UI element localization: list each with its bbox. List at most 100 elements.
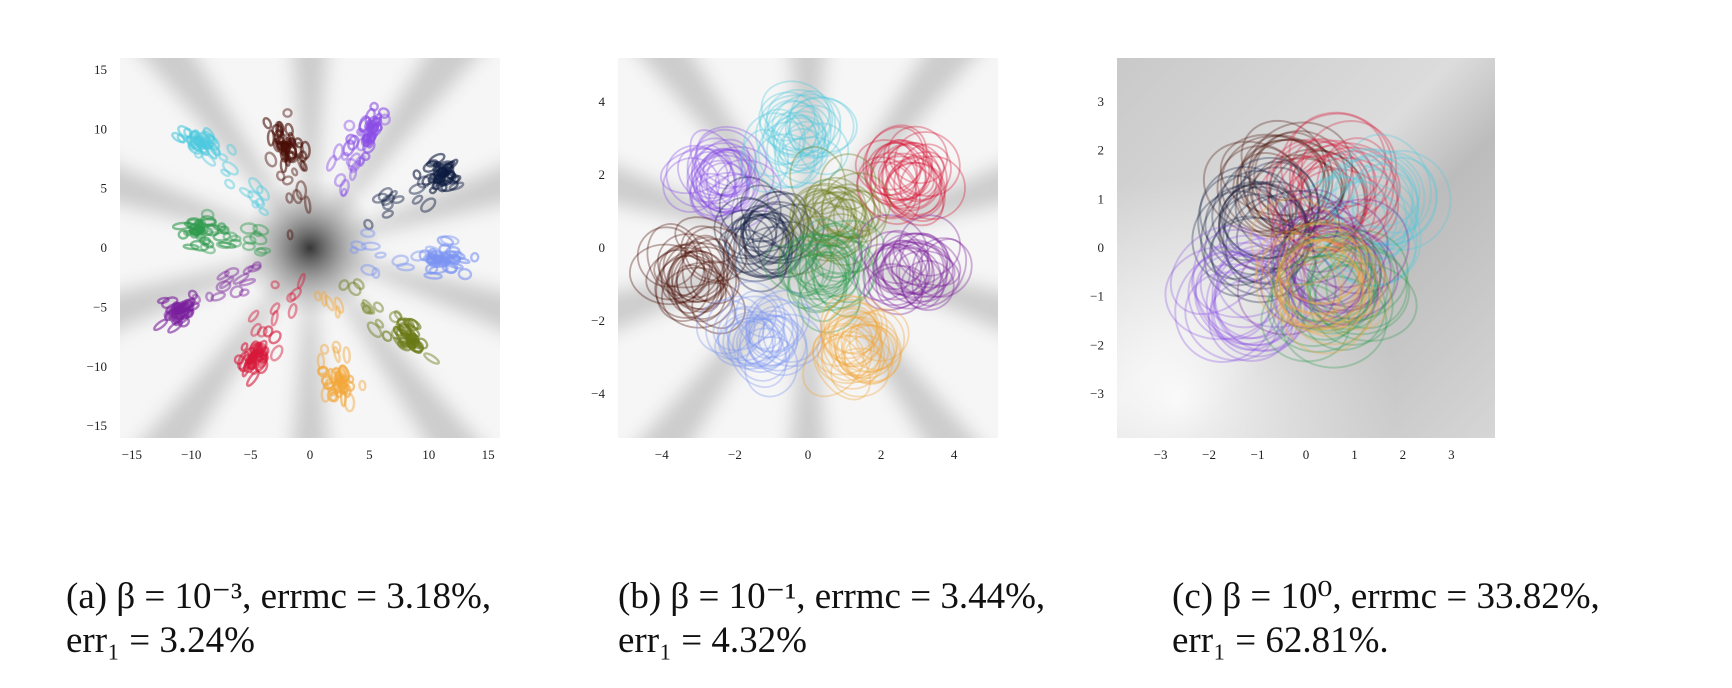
cluster-series — [349, 228, 480, 281]
y-tick-label: 0 — [101, 240, 108, 255]
cluster-ellipse — [766, 100, 824, 159]
cluster-ellipse — [349, 160, 362, 174]
cluster-ellipse — [1277, 238, 1377, 326]
cluster-core — [193, 135, 205, 146]
cluster-series — [233, 272, 306, 387]
cluster-ellipse — [374, 318, 385, 329]
cluster-ellipse — [645, 246, 711, 301]
y-tick-label: 10 — [94, 121, 107, 136]
cluster-ellipse — [629, 243, 706, 306]
cluster-ellipse — [804, 186, 864, 237]
cluster-ellipse — [423, 271, 443, 280]
cluster-ellipse — [420, 197, 437, 213]
cluster-ellipse — [885, 143, 942, 203]
cluster-ellipse — [279, 157, 288, 174]
cluster-ellipse — [700, 146, 775, 213]
cluster-ellipse — [1211, 237, 1306, 340]
cluster-ellipse — [695, 298, 756, 355]
cluster-ellipse — [1276, 239, 1370, 331]
cluster-ellipse — [248, 176, 264, 195]
cluster-ellipse — [1266, 149, 1366, 259]
cluster-ellipse — [1289, 234, 1382, 328]
cluster-ellipse — [1277, 210, 1357, 303]
cluster-ellipse — [1278, 188, 1356, 274]
cluster-ellipse — [242, 241, 256, 252]
cluster-ellipse — [396, 262, 416, 272]
cluster-ellipse — [1274, 154, 1368, 253]
cluster-ellipse — [1223, 166, 1314, 261]
cluster-ellipse — [730, 280, 786, 339]
cluster-ellipse — [319, 343, 330, 355]
cluster-ellipse — [658, 249, 723, 313]
cluster-ellipse — [374, 251, 387, 259]
cluster-ellipse — [880, 241, 954, 299]
cluster-ellipse — [262, 325, 274, 338]
cluster-ellipse — [1194, 263, 1299, 352]
cluster-ellipse — [1207, 278, 1294, 362]
cluster-series — [1202, 119, 1368, 272]
background-ray — [310, 248, 500, 330]
cluster-ellipse — [1192, 228, 1291, 340]
cluster-ellipse — [238, 187, 254, 199]
cluster-core — [175, 301, 189, 313]
x-tick-label: −4 — [655, 447, 669, 462]
cluster-ellipse — [1235, 138, 1330, 234]
cluster-ellipse — [199, 243, 216, 255]
cluster-ellipse — [1194, 253, 1294, 347]
cluster-ellipse — [274, 121, 285, 137]
cluster-ellipse — [852, 243, 911, 302]
cluster-ellipse — [1200, 180, 1291, 280]
x-tick-label: 10 — [422, 447, 435, 462]
cluster-ellipse — [1308, 247, 1411, 336]
cluster-series — [778, 146, 892, 275]
cluster-ellipse — [1219, 133, 1331, 217]
cluster-ellipse — [865, 124, 928, 191]
cluster-ellipse — [282, 108, 293, 118]
cluster-ellipse — [819, 294, 882, 368]
cluster-ellipse — [381, 199, 394, 211]
cluster-ellipse — [820, 330, 881, 390]
cluster-ellipse — [1316, 164, 1408, 272]
cluster-ellipse — [777, 243, 852, 301]
cluster-ellipse — [216, 222, 227, 232]
cluster-ellipse — [802, 205, 871, 260]
panel-a: −15 −10 −5 0 5 10 15 −15 −10 −5 0 5 10 15 — [70, 0, 630, 500]
cluster-ellipse — [816, 310, 878, 367]
cluster-ellipse — [1218, 182, 1307, 272]
cluster-ellipse — [1290, 232, 1380, 326]
cluster-ellipse — [224, 178, 236, 190]
y-axis: −15 −10 −5 0 5 10 15 — [87, 62, 107, 433]
cluster-ellipse — [895, 250, 961, 298]
chart-c: −3 −2 −1 0 1 2 3 3 2 1 0 −1 −2 −3 — [1090, 58, 1495, 462]
cluster-ellipse — [1216, 249, 1318, 328]
cluster-ellipse — [695, 126, 768, 188]
cluster-ellipse — [777, 235, 835, 297]
cluster-ellipse — [866, 151, 918, 203]
cluster-ellipse — [742, 206, 788, 266]
cluster-ellipse — [813, 213, 873, 266]
y-tick-label: 2 — [1098, 143, 1105, 158]
cluster-ellipse — [242, 265, 254, 275]
chart-b: −4 −2 0 2 4 −4 −2 0 2 4 — [591, 58, 998, 462]
cluster-ellipse — [284, 151, 297, 163]
y-tick-label: 4 — [599, 94, 606, 109]
cluster-ellipse — [765, 89, 834, 150]
cluster-ellipse — [897, 143, 952, 201]
cluster-ellipse — [808, 234, 859, 298]
cluster-ellipse — [1203, 193, 1291, 297]
cluster-ellipse — [411, 194, 424, 205]
x-tick-label: −15 — [122, 447, 142, 462]
cluster-ellipse — [182, 243, 200, 251]
cluster-ellipse — [448, 181, 465, 191]
cluster-core — [335, 378, 344, 391]
cluster-ellipse — [339, 388, 347, 408]
cluster-ellipse — [350, 240, 367, 252]
cluster-series — [713, 176, 825, 293]
cluster-ellipse — [798, 122, 850, 176]
cluster-ellipse — [789, 146, 847, 215]
clusters — [629, 80, 973, 401]
cluster-ellipse — [1274, 245, 1361, 332]
cluster-ellipse — [262, 117, 273, 130]
cluster-ellipse — [269, 302, 281, 316]
cluster-ellipse — [343, 119, 356, 132]
